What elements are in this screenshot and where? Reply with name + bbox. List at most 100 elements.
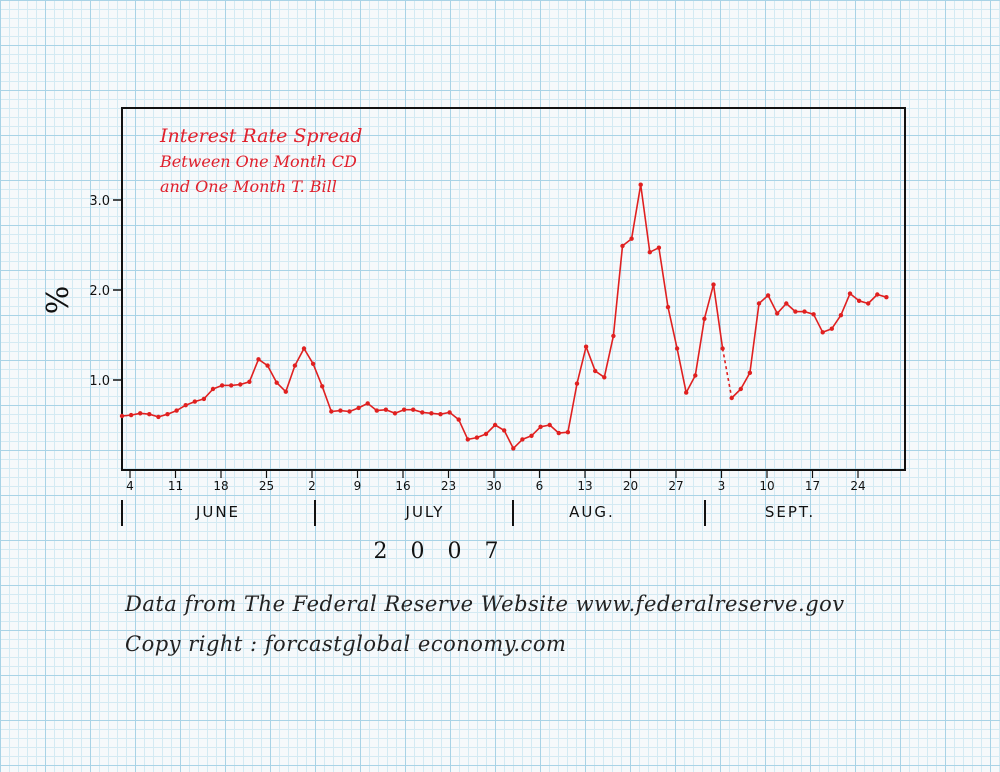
series-segment <box>285 365 296 392</box>
series-segment <box>603 335 615 378</box>
series-segment <box>321 386 333 412</box>
y-tick-label: 2.0 <box>89 284 110 299</box>
series-segment <box>776 302 787 314</box>
data-point <box>265 363 270 368</box>
year-label: 2 0 0 7 <box>374 539 507 564</box>
series-segment <box>749 303 760 373</box>
data-point <box>365 401 370 406</box>
data-point <box>392 411 398 416</box>
x-axis: 4 11 18 25 2 9 16 23 30 6 13 20 27 3 10 17 24 <box>126 470 866 493</box>
series-segment <box>703 284 715 320</box>
data-point <box>128 412 134 418</box>
data-point <box>520 437 525 442</box>
data-point <box>693 373 698 378</box>
data-point <box>529 433 534 438</box>
x-tick-label: 20 <box>623 479 638 493</box>
series-segment <box>658 247 669 308</box>
series-segment <box>585 346 596 372</box>
data-point <box>702 316 707 321</box>
data-point <box>174 408 179 413</box>
series-segment <box>740 372 751 390</box>
series-segment <box>721 348 733 399</box>
series-segment <box>840 293 851 316</box>
data-point <box>511 446 516 451</box>
plot-frame <box>121 107 906 471</box>
title-line: Interest Rate Spread <box>159 125 362 147</box>
series-segment <box>294 348 305 366</box>
series-segment <box>694 318 706 376</box>
x-tick-label: 18 <box>213 479 228 493</box>
x-tick-label: 16 <box>395 479 410 493</box>
series-segment <box>567 383 578 433</box>
data-point <box>720 346 725 351</box>
series-segment <box>667 306 678 349</box>
data-point <box>838 313 844 318</box>
data-point <box>256 357 261 362</box>
data-point <box>456 417 461 422</box>
data-point <box>747 370 753 375</box>
data-point <box>574 381 580 386</box>
data-point <box>866 301 871 306</box>
data-point <box>238 382 243 387</box>
title-line: Between One Month CD <box>159 152 357 171</box>
x-tick-label: 23 <box>441 479 456 493</box>
data-point <box>802 309 807 314</box>
data-point <box>820 330 825 335</box>
data-point <box>729 395 734 401</box>
data-point <box>119 413 125 419</box>
data-point <box>793 309 798 314</box>
data-point <box>684 390 689 395</box>
spread-series <box>119 182 889 451</box>
data-point <box>192 399 197 404</box>
data-point <box>602 375 607 380</box>
data-point <box>301 346 307 351</box>
month-label: SEPT. <box>765 503 815 521</box>
y-axis-label: % <box>41 286 76 315</box>
month-label: JUNE <box>195 503 240 521</box>
data-point <box>210 386 216 392</box>
data-point <box>583 344 589 349</box>
data-point <box>147 412 152 417</box>
data-point <box>183 403 188 408</box>
data-point <box>247 379 252 384</box>
data-point <box>620 243 625 249</box>
data-point <box>829 326 834 331</box>
series-segment <box>639 184 651 253</box>
x-tick-label: 9 <box>354 479 362 493</box>
title-line: and One Month T. Bill <box>160 177 337 196</box>
series-segment <box>503 430 515 449</box>
y-tick-label: 1.0 <box>89 374 110 389</box>
series-segment <box>266 365 278 384</box>
data-point <box>438 412 443 417</box>
series-segment <box>312 363 323 387</box>
data-point <box>647 250 652 255</box>
data-point <box>420 410 425 415</box>
data-point <box>310 361 316 366</box>
x-tick-label: 13 <box>577 479 592 493</box>
data-point <box>775 311 780 316</box>
data-point <box>338 408 343 413</box>
data-point <box>219 383 225 388</box>
x-tick-label: 2 <box>308 479 316 493</box>
chart-title: Interest Rate Spread Between One Month CD… <box>159 125 362 196</box>
series-segment <box>248 359 260 383</box>
data-point <box>320 384 325 389</box>
data-point <box>847 291 853 296</box>
data-point <box>611 333 616 339</box>
series-segment <box>712 284 724 349</box>
series-segment <box>767 295 778 314</box>
data-point <box>411 407 416 412</box>
data-point <box>292 363 298 368</box>
data-point <box>556 430 561 436</box>
data-point <box>447 410 452 415</box>
data-point <box>884 295 889 300</box>
data-point <box>674 346 680 351</box>
month-label: JULY <box>405 503 445 521</box>
series-segment <box>203 388 214 400</box>
data-point <box>784 301 789 306</box>
x-tick-label: 24 <box>850 479 865 493</box>
data-point <box>547 422 552 428</box>
x-tick-label: 25 <box>259 479 274 493</box>
data-point <box>356 405 361 411</box>
